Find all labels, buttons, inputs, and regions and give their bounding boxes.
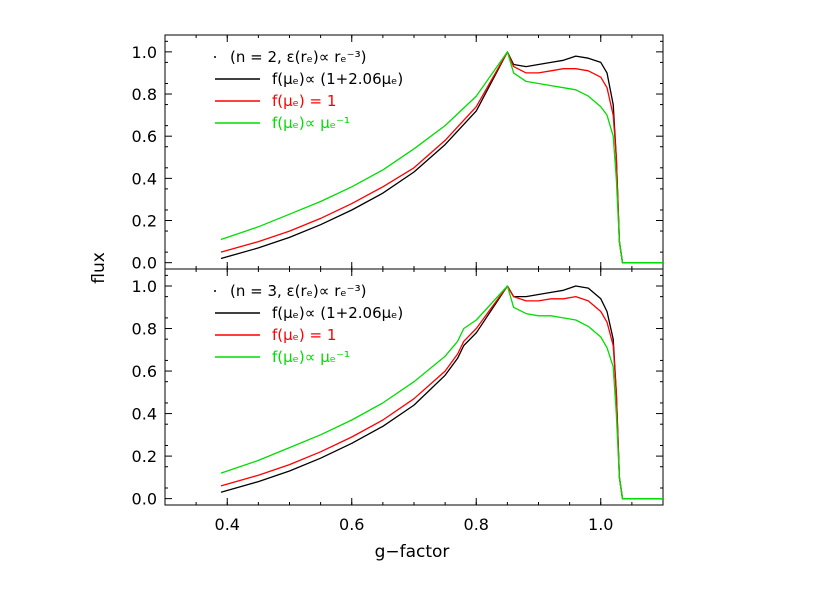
y-tick-label: 0.2	[132, 447, 157, 466]
y-tick-label: 1.0	[132, 43, 157, 62]
y-tick-label: 0.8	[132, 85, 157, 104]
legend-dot	[214, 290, 216, 292]
x-tick-label: 1.0	[588, 515, 613, 534]
legend-label: f(μₑ)∝ (1+2.06μₑ)	[272, 70, 403, 88]
legend-label: f(μₑ) = 1	[272, 92, 336, 110]
x-tick-label: 0.6	[339, 515, 364, 534]
y-tick-label: 0.8	[132, 320, 157, 339]
plot-frame	[164, 34, 664, 270]
legend-label: f(μₑ)∝ (1+2.06μₑ)	[272, 304, 403, 322]
y-axis-title: flux	[89, 252, 109, 284]
series-line-1	[220, 285, 663, 500]
series-line-2	[220, 285, 663, 500]
series-line-0	[220, 285, 663, 500]
y-tick-label: 0.4	[132, 169, 157, 188]
series-line-2	[220, 51, 663, 264]
x-tick-label: 0.4	[215, 515, 240, 534]
legend-label: f(μₑ)∝ μₑ⁻¹	[272, 114, 350, 132]
legend-dot	[214, 56, 216, 58]
x-tick-label: 0.8	[464, 515, 489, 534]
x-axis: 0.4 0.6 0.8 1.0	[215, 515, 614, 534]
series-line-1	[220, 51, 663, 264]
legend-header: (n = 2, ε(rₑ)∝ rₑ⁻³)	[230, 48, 366, 66]
series-line-0	[220, 51, 663, 264]
y-tick-label: 0.2	[132, 212, 157, 231]
panel-top: 0.0 0.2 0.4 0.6 0.8 1.0 (n = 2, ε(rₑ)∝ rₑ⁻³) f(…	[132, 34, 664, 273]
y-tick-label: 0.0	[132, 254, 157, 273]
y-tick-label: 0.0	[132, 490, 157, 509]
legend-header: (n = 3, ε(rₑ)∝ rₑ⁻³)	[230, 282, 366, 300]
legend-label: f(μₑ) = 1	[272, 326, 336, 344]
y-tick-label: 0.6	[132, 127, 157, 146]
y-tick-label: 0.4	[132, 405, 157, 424]
plot-frame	[164, 268, 664, 506]
y-tick-label: 0.6	[132, 362, 157, 381]
y-tick-label: 1.0	[132, 277, 157, 296]
panel-bottom: 0.0 0.2 0.4 0.6 0.8 1.0 (n = 3, ε(rₑ)∝ rₑ⁻³) f(…	[132, 268, 664, 509]
x-axis-title: g−factor	[375, 542, 450, 562]
legend-label: f(μₑ)∝ μₑ⁻¹	[272, 348, 350, 366]
